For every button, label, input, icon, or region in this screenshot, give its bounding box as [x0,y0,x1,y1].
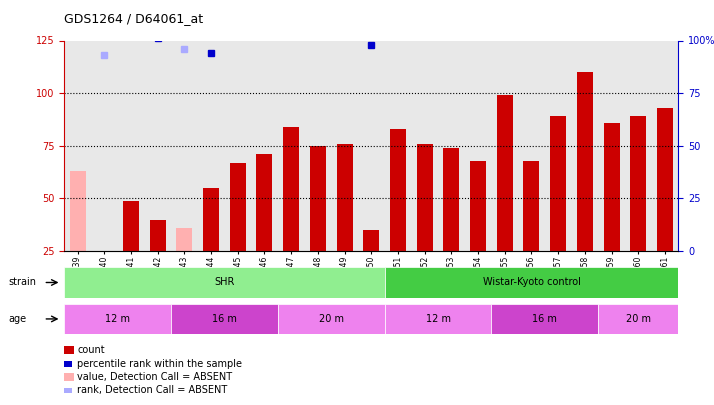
Bar [171,304,278,334]
Text: 12 m: 12 m [426,314,451,324]
Bar [64,361,72,367]
Bar [390,129,406,251]
Bar [176,228,192,251]
Bar [497,95,513,251]
Text: GDS1264 / D64061_at: GDS1264 / D64061_at [64,12,203,25]
Bar [630,116,646,251]
Bar [603,123,620,251]
Bar [550,116,566,251]
Bar [64,373,74,381]
Bar [385,267,678,298]
Text: Wistar-Kyoto control: Wistar-Kyoto control [483,277,580,288]
Bar [417,144,433,251]
Text: SHR: SHR [214,277,235,288]
Text: age: age [9,314,26,324]
Bar [64,388,72,393]
Bar [443,148,459,251]
Bar [69,171,86,251]
Bar [278,304,385,334]
Bar [363,230,379,251]
Text: count: count [77,345,105,355]
Bar [657,108,673,251]
Bar [64,304,171,334]
Bar [577,72,593,251]
Bar [123,200,139,251]
Bar [230,163,246,251]
Text: value, Detection Call = ABSENT: value, Detection Call = ABSENT [77,372,232,382]
Bar [598,304,678,334]
Text: 20 m: 20 m [625,314,650,324]
Bar [470,160,486,251]
Bar [310,146,326,251]
Text: 20 m: 20 m [318,314,343,324]
Text: percentile rank within the sample: percentile rank within the sample [77,359,242,369]
Text: 16 m: 16 m [533,314,557,324]
Bar [203,188,219,251]
Bar [256,154,273,251]
Text: strain: strain [9,277,36,287]
Bar [283,127,299,251]
Bar [96,251,112,283]
Bar [336,144,353,251]
Text: 16 m: 16 m [212,314,237,324]
Bar [64,267,385,298]
Text: 12 m: 12 m [105,314,130,324]
Bar [385,304,491,334]
Bar [491,304,598,334]
Bar [150,220,166,251]
Bar [64,346,74,354]
Text: rank, Detection Call = ABSENT: rank, Detection Call = ABSENT [77,386,227,395]
Bar [523,160,540,251]
